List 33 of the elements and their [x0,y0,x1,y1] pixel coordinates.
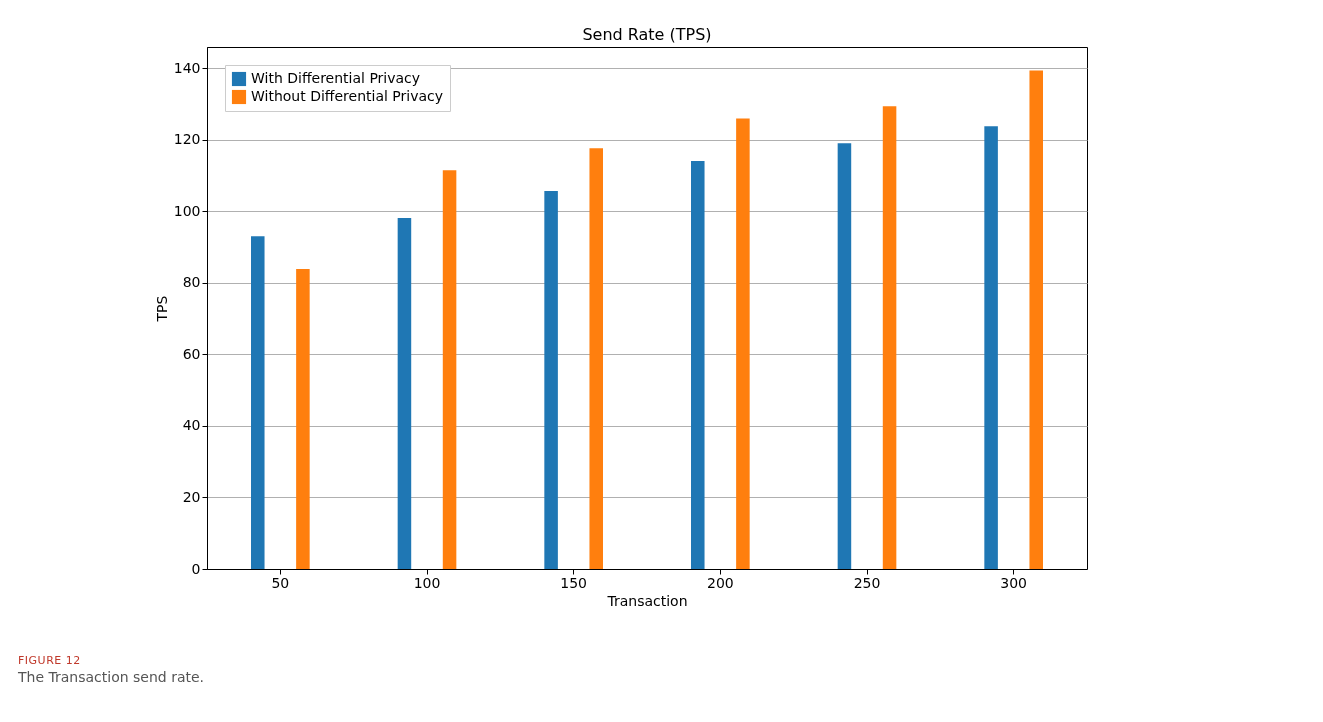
bar [984,126,998,569]
chart-title: Send Rate (TPS) [582,25,712,44]
y-tick-label: 0 [191,560,201,577]
bar [442,170,457,569]
y-tick-label: 100 [173,202,201,219]
x-tick-label: 250 [853,574,881,591]
legend-label: With Differential Privacy [251,70,421,86]
caption: FIGURE 12 [18,654,82,667]
bar [296,269,310,569]
y-axis-title: TPS [153,295,170,323]
y-tick-label: 80 [182,274,201,291]
x-tick-label: 200 [706,574,734,591]
y-tick-label: 140 [173,59,201,76]
bar [691,161,705,569]
legend-label: Without Differential Privacy [251,88,444,104]
y-tick-label: 20 [182,488,201,505]
bar [837,143,852,569]
text: The Transaction send rate. [18,669,205,685]
x-tick-label: 150 [560,574,588,591]
y-tick-label: 60 [182,345,201,362]
bar [589,148,603,569]
bar [544,191,558,569]
x-tick-label: 300 [1000,574,1028,591]
bar [882,106,897,569]
bar [251,236,265,569]
bar [397,217,412,569]
bar [1029,70,1043,569]
x-tick-label: 50 [271,574,290,591]
x-axis-title: Transaction [606,592,688,609]
y-tick-label: 120 [173,131,201,148]
bar [736,118,750,569]
x-tick-label: 100 [413,574,441,591]
y-tick-label: 40 [182,417,201,434]
